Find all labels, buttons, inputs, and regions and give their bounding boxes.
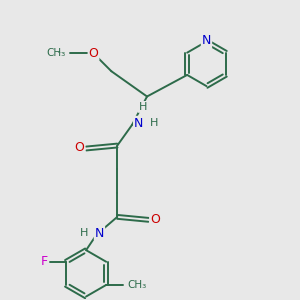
Text: O: O	[150, 213, 160, 226]
Text: O: O	[88, 47, 98, 60]
Text: N: N	[95, 227, 104, 240]
Text: O: O	[75, 141, 85, 154]
Text: CH₃: CH₃	[46, 48, 65, 59]
Text: H: H	[149, 118, 158, 128]
Text: F: F	[41, 255, 48, 268]
Text: H: H	[80, 228, 88, 238]
Text: N: N	[134, 117, 143, 130]
Text: H: H	[138, 102, 147, 112]
Text: CH₃: CH₃	[127, 280, 146, 290]
Text: N: N	[202, 34, 211, 47]
Text: methoxy: methoxy	[58, 52, 64, 53]
